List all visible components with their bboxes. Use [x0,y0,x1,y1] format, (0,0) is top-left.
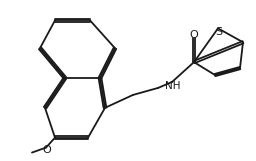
Text: NH: NH [165,81,180,91]
Text: O: O [42,145,51,155]
Text: O: O [190,30,198,40]
Text: S: S [215,27,222,37]
